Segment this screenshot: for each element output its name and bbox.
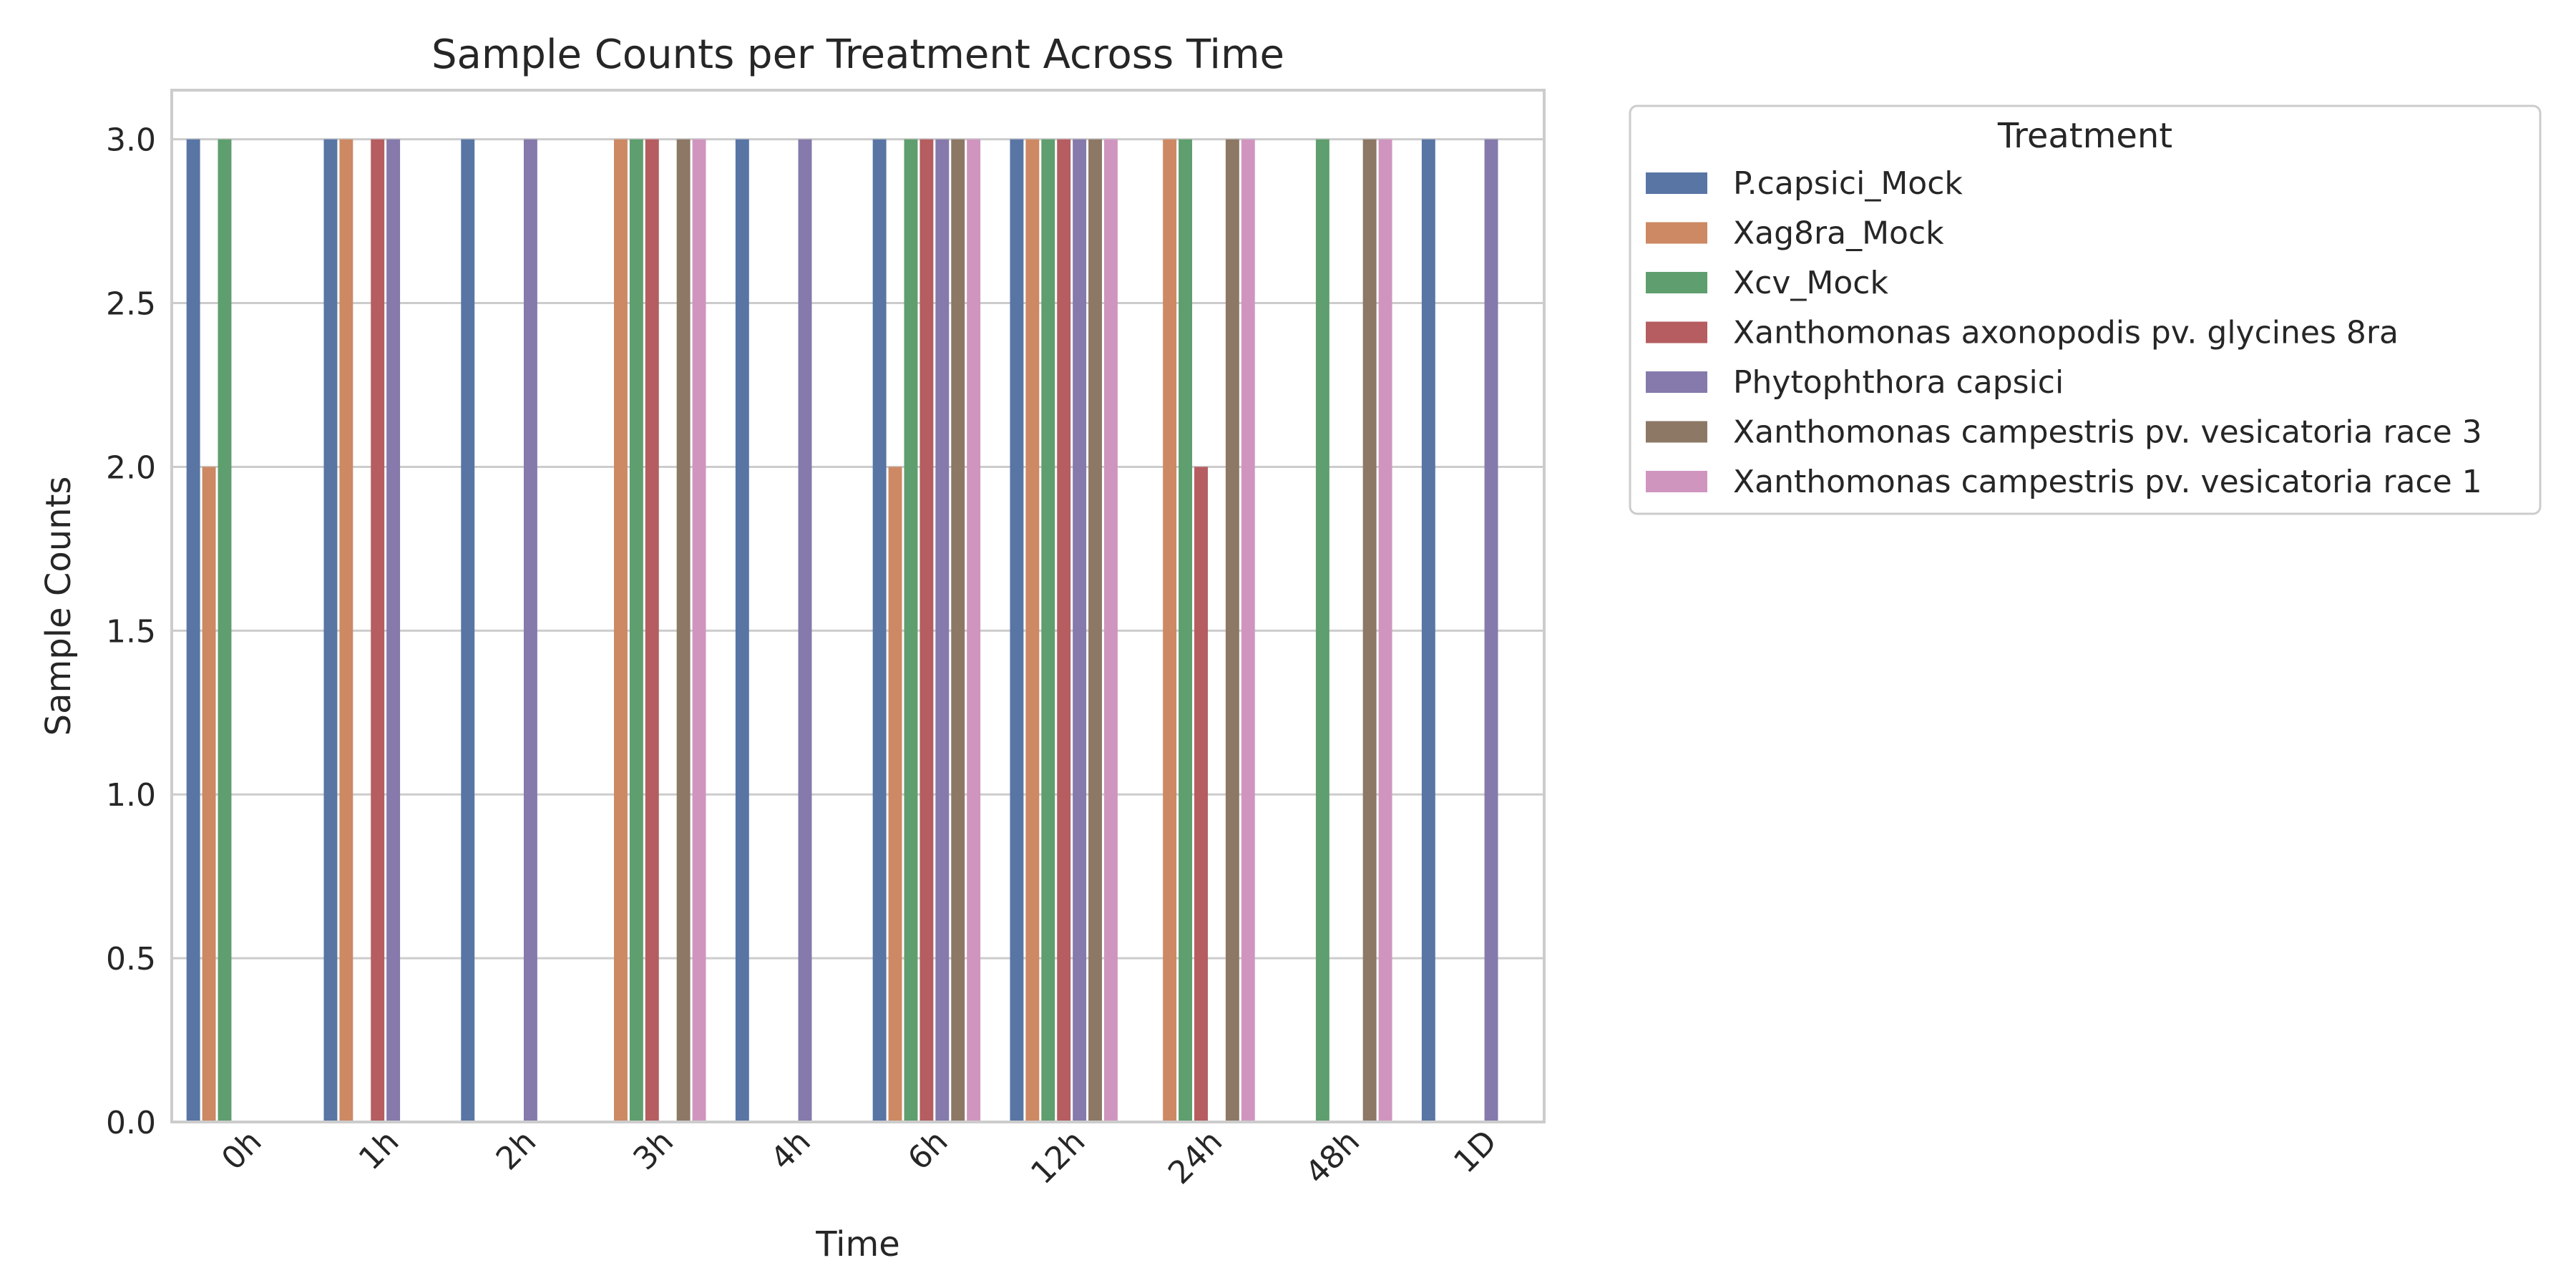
bar-1D-series-4	[1484, 139, 1498, 1123]
bar-12h-series-1	[1025, 139, 1040, 1123]
chart-title: Sample Counts per Treatment Across Time	[431, 31, 1284, 78]
bar-24h-series-6	[1241, 139, 1255, 1123]
bar-3h-series-3	[645, 139, 659, 1123]
bar-4h-series-0	[735, 139, 749, 1123]
bar-3h-series-6	[692, 139, 706, 1123]
legend-label: P.capsici_Mock	[1733, 165, 1963, 202]
bar-48h-series-6	[1378, 139, 1392, 1123]
legend-label: Xanthomonas axonopodis pv. glycines 8ra	[1733, 315, 2399, 351]
legend-label: Phytophthora capsici	[1733, 364, 2064, 401]
bar-0h-series-0	[186, 139, 200, 1123]
y-tick-label: 2.0	[106, 449, 156, 486]
bar-2h-series-4	[523, 139, 537, 1123]
bar-12h-series-5	[1088, 139, 1102, 1123]
bar-12h-series-3	[1057, 139, 1071, 1123]
legend-swatch	[1646, 371, 1707, 393]
bar-48h-series-5	[1362, 139, 1377, 1123]
y-tick-label: 2.5	[106, 286, 156, 323]
legend-items: P.capsici_Mock Xag8ra_Mock Xcv_Mock Xanthom…	[1646, 165, 2482, 500]
x-axis-label: Time	[815, 1224, 899, 1264]
legend: Treatment P.capsici_Mock Xag8ra_Mock Xcv_M…	[1629, 104, 2542, 515]
bar-6h-series-3	[919, 139, 934, 1123]
y-tick-label: 1.0	[106, 777, 156, 814]
bar-48h-series-2	[1315, 139, 1330, 1123]
y-tick-label: 0.5	[106, 941, 156, 977]
legend-label: Xcv_Mock	[1733, 265, 1888, 301]
bar-1h-series-1	[339, 139, 353, 1123]
legend-label: Xag8ra_Mock	[1733, 215, 1944, 252]
bar-6h-series-4	[935, 139, 950, 1123]
bar-12h-series-0	[1010, 139, 1024, 1123]
bar-6h-series-2	[904, 139, 918, 1123]
legend-title: Treatment	[1997, 116, 2172, 156]
bar-1h-series-3	[371, 139, 385, 1123]
y-tick-label: 3.0	[106, 122, 156, 159]
bar-0h-series-2	[218, 139, 232, 1123]
y-tick-label: 1.5	[106, 613, 156, 650]
bar-6h-series-1	[888, 467, 902, 1122]
bar-1D-series-0	[1421, 139, 1435, 1123]
plot-frame	[170, 89, 1546, 1123]
bar-24h-series-2	[1179, 139, 1193, 1123]
bar-3h-series-5	[676, 139, 691, 1123]
bar-6h-series-0	[872, 139, 887, 1123]
bar-12h-series-2	[1041, 139, 1055, 1123]
bars	[186, 139, 1498, 1123]
bar-0h-series-1	[202, 467, 216, 1122]
bar-6h-series-6	[967, 139, 981, 1123]
bar-12h-series-6	[1104, 139, 1118, 1123]
legend-swatch	[1646, 172, 1707, 194]
bar-12h-series-4	[1073, 139, 1087, 1123]
legend-swatch	[1646, 421, 1707, 443]
bar-4h-series-4	[798, 139, 812, 1123]
legend-swatch	[1646, 222, 1707, 244]
bar-1h-series-4	[386, 139, 401, 1123]
legend-label: Xanthomonas campestris pv. vesicatoria r…	[1733, 464, 2482, 500]
legend-box	[1629, 104, 2542, 515]
legend-swatch	[1646, 471, 1707, 492]
legend-swatch	[1646, 321, 1707, 343]
bar-24h-series-3	[1194, 467, 1208, 1122]
y-axis-label: Sample Counts	[39, 477, 79, 736]
bar-1h-series-0	[323, 139, 338, 1123]
legend-swatch	[1646, 272, 1707, 293]
bar-24h-series-5	[1225, 139, 1239, 1123]
bar-3h-series-2	[629, 139, 643, 1123]
bar-24h-series-1	[1163, 139, 1177, 1123]
y-tick-label: 0.0	[106, 1105, 156, 1141]
bar-2h-series-0	[461, 139, 475, 1123]
bar-6h-series-5	[951, 139, 965, 1123]
legend-label: Xanthomonas campestris pv. vesicatoria r…	[1733, 414, 2482, 451]
bar-3h-series-1	[614, 139, 628, 1123]
y-tick-labels: 0.0 0.5 1.0 1.5 2.0 2.5 3.0	[106, 122, 156, 1141]
